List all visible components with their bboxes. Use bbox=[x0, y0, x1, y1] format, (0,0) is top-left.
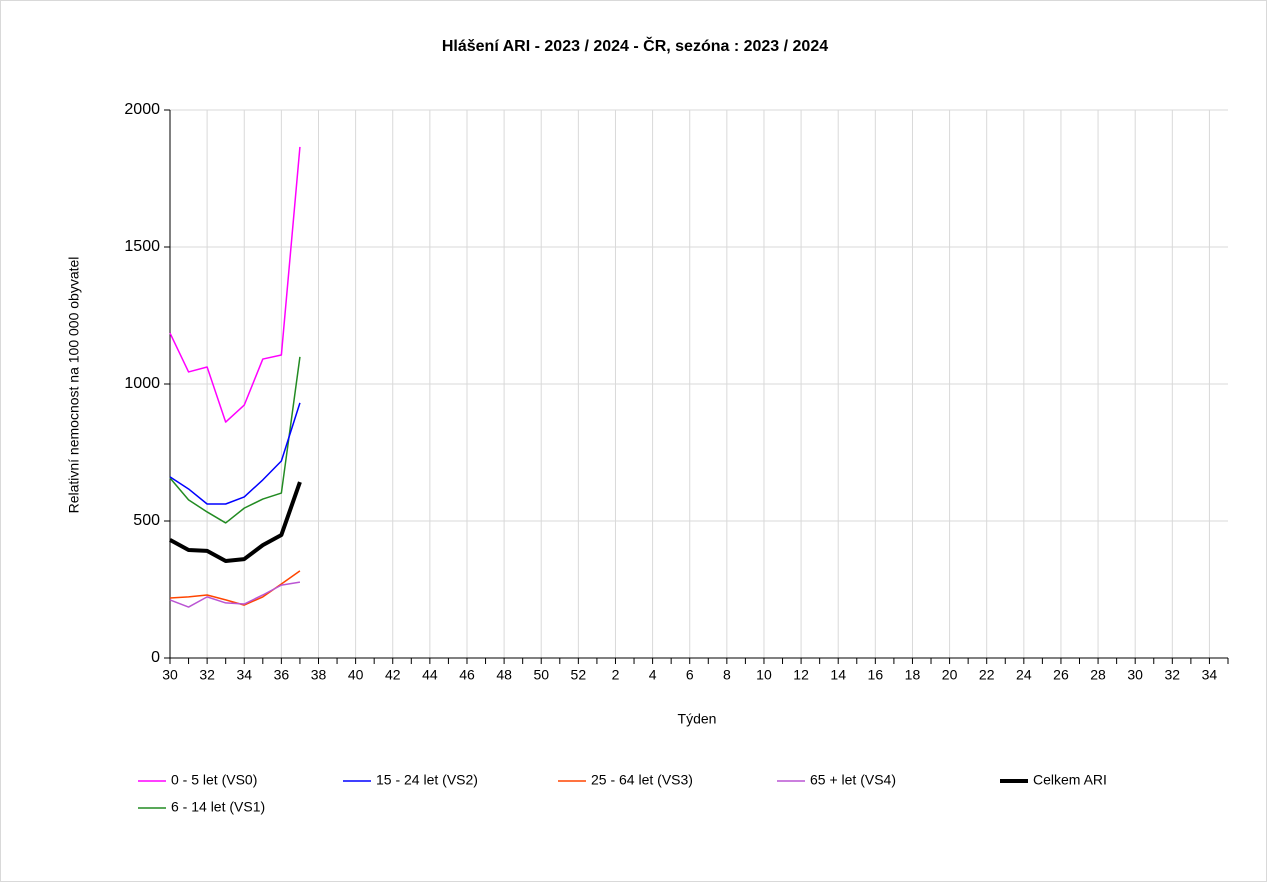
series-line bbox=[169, 481, 302, 564]
y-tick-label: 1000 bbox=[124, 375, 160, 392]
series-line bbox=[169, 402, 301, 505]
series-line bbox=[169, 356, 301, 524]
x-tick-label: 22 bbox=[979, 667, 995, 683]
x-tick-label: 14 bbox=[830, 667, 846, 683]
legend-label: 25 - 64 let (VS3) bbox=[591, 772, 693, 788]
x-tick-label: 36 bbox=[274, 667, 290, 683]
x-tick-label: 6 bbox=[686, 667, 694, 683]
y-tick-label: 1500 bbox=[124, 238, 160, 255]
x-tick-label: 10 bbox=[756, 667, 772, 683]
x-tick-label: 30 bbox=[162, 667, 178, 683]
x-tick-label: 32 bbox=[1165, 667, 1181, 683]
x-tick-label: 24 bbox=[1016, 667, 1032, 683]
series-line bbox=[169, 581, 301, 608]
y-tick-label: 0 bbox=[151, 649, 160, 666]
x-tick-label: 44 bbox=[422, 667, 438, 683]
legend-label: Celkem ARI bbox=[1033, 772, 1107, 788]
legend-label: 6 - 14 let (VS1) bbox=[171, 799, 265, 815]
x-tick-label: 12 bbox=[793, 667, 809, 683]
x-tick-label: 4 bbox=[649, 667, 657, 683]
x-tick-label: 50 bbox=[533, 667, 549, 683]
x-tick-label: 40 bbox=[348, 667, 364, 683]
y-tick-label: 500 bbox=[133, 512, 160, 529]
y-tick-label: 2000 bbox=[124, 101, 160, 118]
x-tick-label: 18 bbox=[905, 667, 921, 683]
legend-label: 15 - 24 let (VS2) bbox=[376, 772, 478, 788]
x-tick-label: 28 bbox=[1090, 667, 1106, 683]
x-tick-label: 26 bbox=[1053, 667, 1069, 683]
y-axis-label: Relativní nemocnost na 100 000 obyvatel bbox=[66, 257, 82, 514]
x-tick-label: 46 bbox=[459, 667, 475, 683]
x-tick-label: 34 bbox=[1202, 667, 1218, 683]
x-tick-label: 8 bbox=[723, 667, 731, 683]
x-axis-label: Týden bbox=[678, 711, 717, 727]
legend-label: 0 - 5 let (VS0) bbox=[171, 772, 257, 788]
x-tick-label: 52 bbox=[571, 667, 587, 683]
x-tick-label: 32 bbox=[199, 667, 215, 683]
chart-title: Hlášení ARI - 2023 / 2024 - ČR, sezóna :… bbox=[442, 36, 828, 55]
legend-label: 65 + let (VS4) bbox=[810, 772, 896, 788]
series-line bbox=[169, 146, 301, 423]
x-tick-label: 34 bbox=[236, 667, 252, 683]
x-tick-label: 30 bbox=[1127, 667, 1143, 683]
x-tick-label: 42 bbox=[385, 667, 401, 683]
x-tick-label: 20 bbox=[942, 667, 958, 683]
x-tick-label: 38 bbox=[311, 667, 327, 683]
x-tick-label: 16 bbox=[868, 667, 884, 683]
x-tick-label: 48 bbox=[496, 667, 512, 683]
x-tick-label: 2 bbox=[612, 667, 620, 683]
